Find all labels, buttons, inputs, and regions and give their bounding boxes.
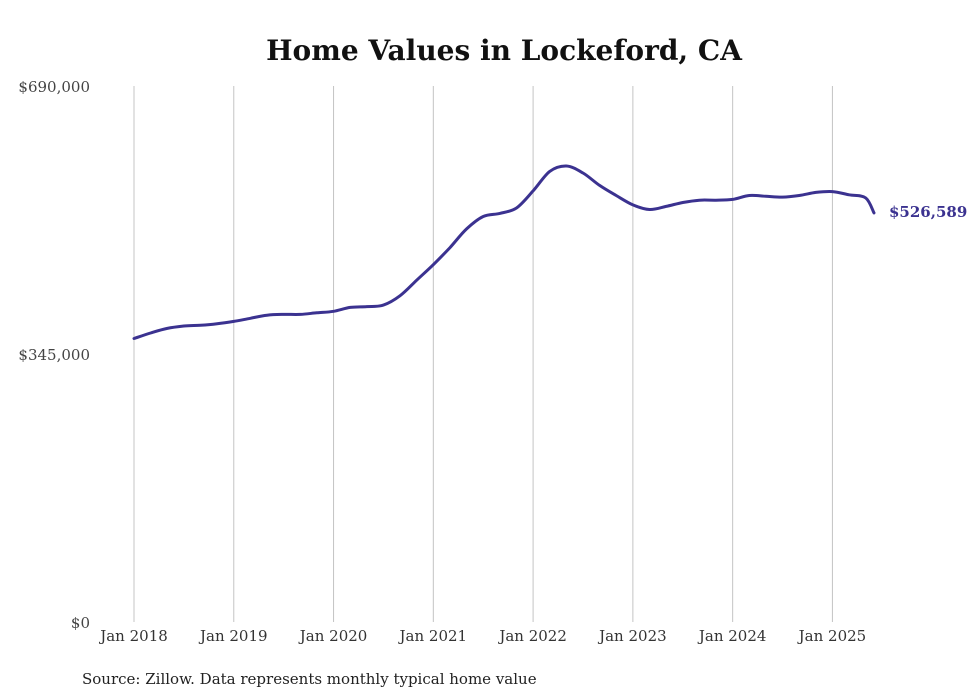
x-tick-label: Jan 2022	[497, 627, 567, 645]
y-tick-label: $690,000	[18, 78, 90, 96]
x-tick-label: Jan 2025	[797, 627, 867, 645]
x-tick-label: Jan 2020	[298, 627, 368, 645]
y-axis-tick-labels: $0 $345,000 $690,000	[18, 78, 90, 632]
chart-title: Home Values in Lockeford, CA	[266, 34, 743, 67]
y-tick-label: $0	[71, 614, 90, 632]
x-tick-label: Jan 2024	[697, 627, 767, 645]
source-note: Source: Zillow. Data represents monthly …	[82, 670, 537, 688]
x-tick-label: Jan 2018	[98, 627, 168, 645]
x-tick-label: Jan 2021	[398, 627, 468, 645]
x-axis-tick-labels: Jan 2018 Jan 2019 Jan 2020 Jan 2021 Jan 2022…	[98, 627, 866, 645]
y-tick-label: $345,000	[18, 346, 90, 364]
gridlines	[133, 86, 833, 622]
latest-value-label: $526,589	[889, 203, 967, 221]
x-tick-label: Jan 2023	[597, 627, 667, 645]
x-tick-label: Jan 2019	[198, 627, 268, 645]
home-value-series-line	[132, 164, 876, 340]
